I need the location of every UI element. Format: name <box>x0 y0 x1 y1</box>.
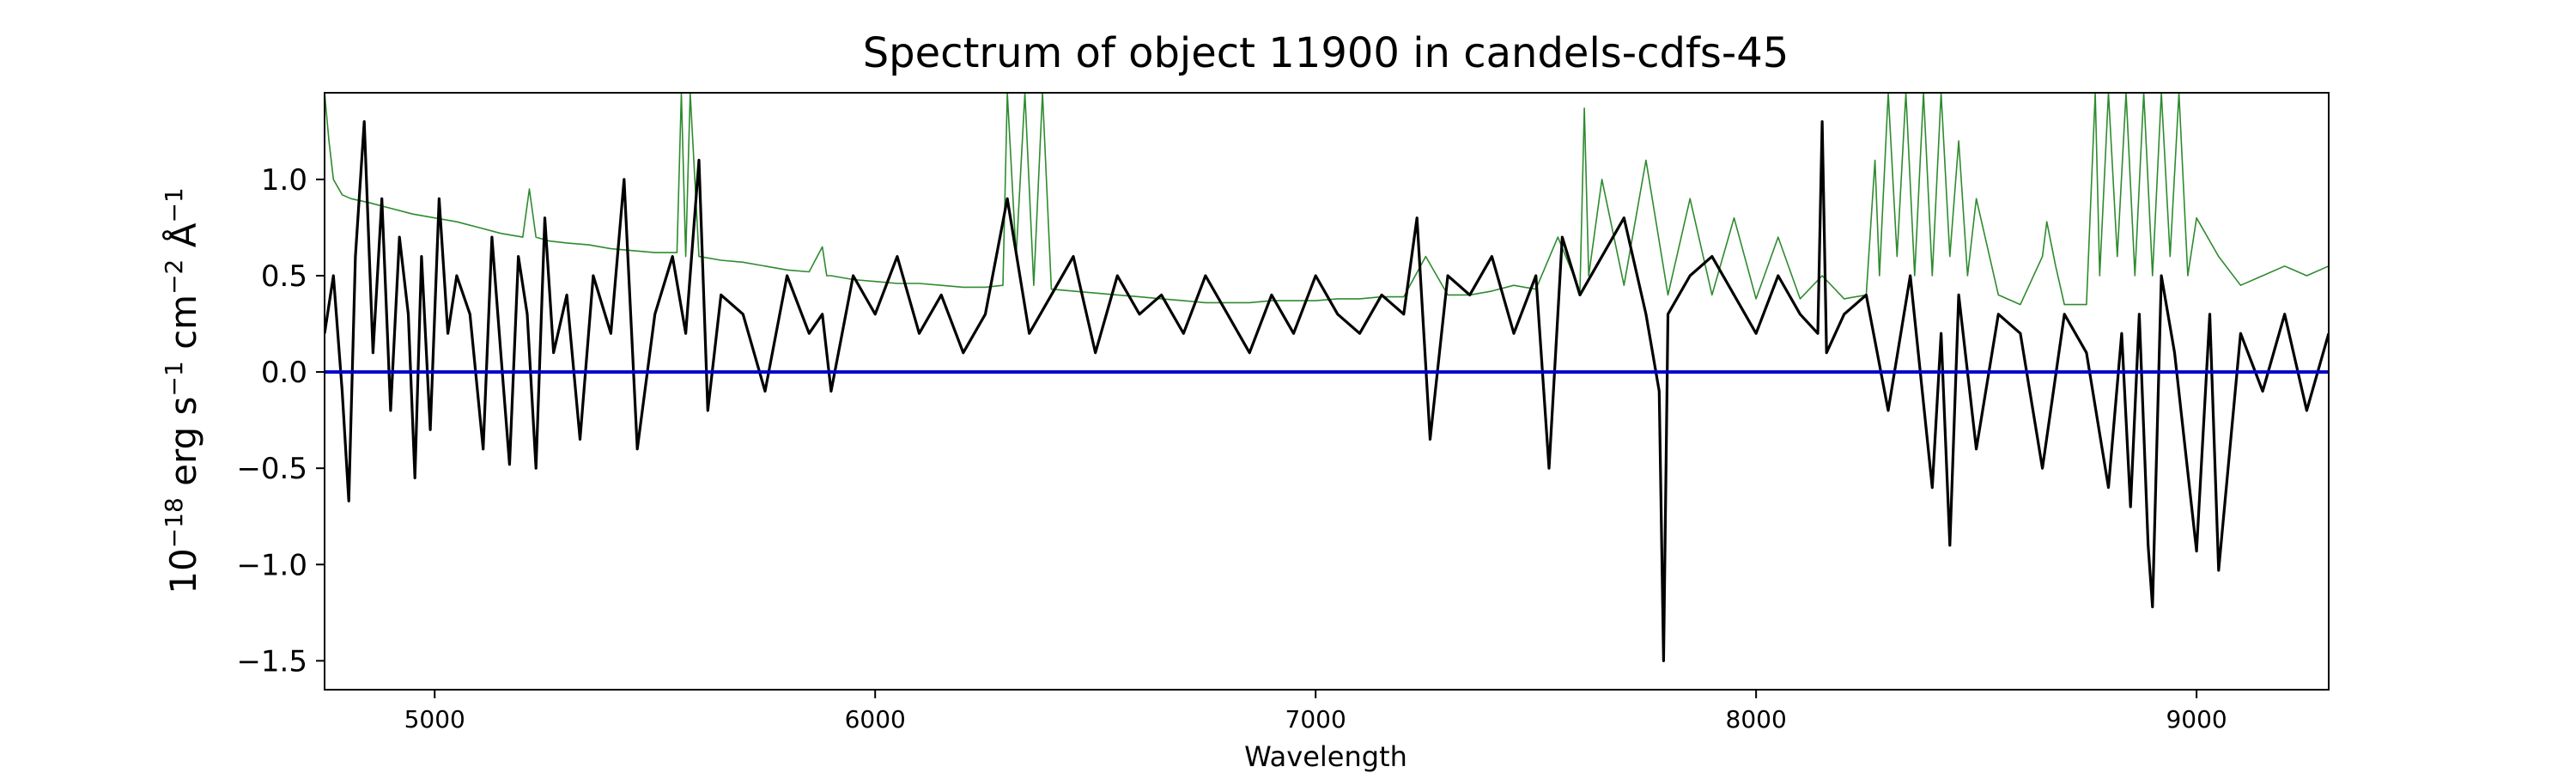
x-tick-label: 5000 <box>404 705 465 733</box>
x-tick-label: 7000 <box>1285 705 1346 733</box>
chart-title: Spectrum of object 11900 in candels-cdfs… <box>863 29 1789 77</box>
flux-series-line <box>325 120 2329 663</box>
series-layer <box>325 93 2329 663</box>
x-tick-label: 8000 <box>1726 705 1787 733</box>
y-tick-label: −0.5 <box>236 452 307 486</box>
plot-frame <box>324 92 2330 691</box>
y-tick-label: −1.5 <box>236 644 307 679</box>
y-tick-label: −1.0 <box>236 548 307 582</box>
x-axis-label: Wavelength <box>1244 740 1407 773</box>
x-axis-ticks: 5000 6000 7000 8000 9000 <box>404 690 2227 733</box>
x-tick-label: 6000 <box>845 705 906 733</box>
x-tick-label: 9000 <box>2166 705 2227 733</box>
y-tick-label: 0.5 <box>261 259 307 294</box>
y-tick-label: 0.0 <box>261 356 307 390</box>
plot-area <box>324 92 2330 691</box>
error-series-line <box>325 93 2329 306</box>
y-axis-ticks: −1.5 −1.0 −0.5 0.0 0.5 1.0 <box>236 163 325 679</box>
y-axis-label: 10−18 erg s−1 cm−2 Å−1 <box>160 187 205 593</box>
y-tick-label: 1.0 <box>261 163 307 198</box>
